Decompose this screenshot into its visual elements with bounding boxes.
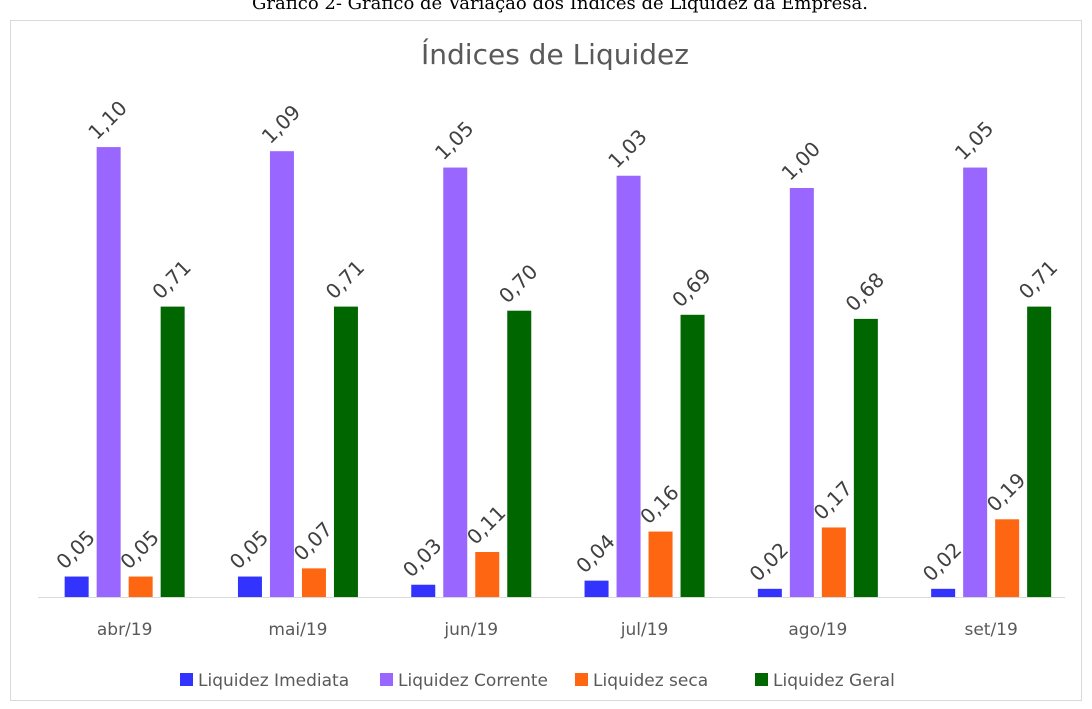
legend-label: Liquidez Imediata (198, 671, 349, 691)
legend-swatch (755, 673, 768, 686)
legend-swatch (575, 673, 588, 686)
bar (443, 167, 468, 598)
bar (411, 584, 436, 597)
bar (963, 167, 988, 598)
chart-frame (10, 20, 1082, 701)
bar (584, 580, 609, 597)
legend-swatch (380, 673, 393, 686)
bar (64, 576, 89, 597)
bar (789, 188, 814, 597)
bar (237, 576, 262, 597)
chart-title: Índices de Liquidez (421, 37, 689, 71)
x-tick-label: ago/19 (788, 620, 847, 640)
legend-label: Liquidez seca (593, 671, 708, 691)
bar (648, 531, 673, 597)
bar (301, 568, 326, 597)
bar (96, 147, 121, 597)
legend-swatch (180, 673, 193, 686)
x-tick-label: jul/19 (620, 620, 669, 640)
bar (333, 306, 358, 597)
x-tick-label: jun/19 (443, 620, 498, 640)
bar (931, 588, 956, 597)
bar (680, 314, 705, 597)
bar (853, 318, 878, 597)
bar (757, 588, 782, 597)
bar (128, 576, 153, 597)
x-tick-label: set/19 (964, 620, 1017, 640)
legend-label: Liquidez Corrente (398, 671, 548, 691)
bar (995, 519, 1020, 597)
bar (269, 151, 294, 597)
caption: Gráfico 2- Gráfico de Variação dos Índic… (252, 0, 868, 14)
bar (475, 552, 500, 597)
bar (507, 310, 532, 597)
bar (1027, 306, 1052, 597)
legend-label: Liquidez Geral (773, 671, 895, 691)
x-tick-label: abr/19 (97, 620, 153, 640)
bar (821, 527, 846, 597)
x-tick-label: mai/19 (268, 620, 327, 640)
bar (616, 175, 641, 598)
bar (160, 306, 185, 597)
